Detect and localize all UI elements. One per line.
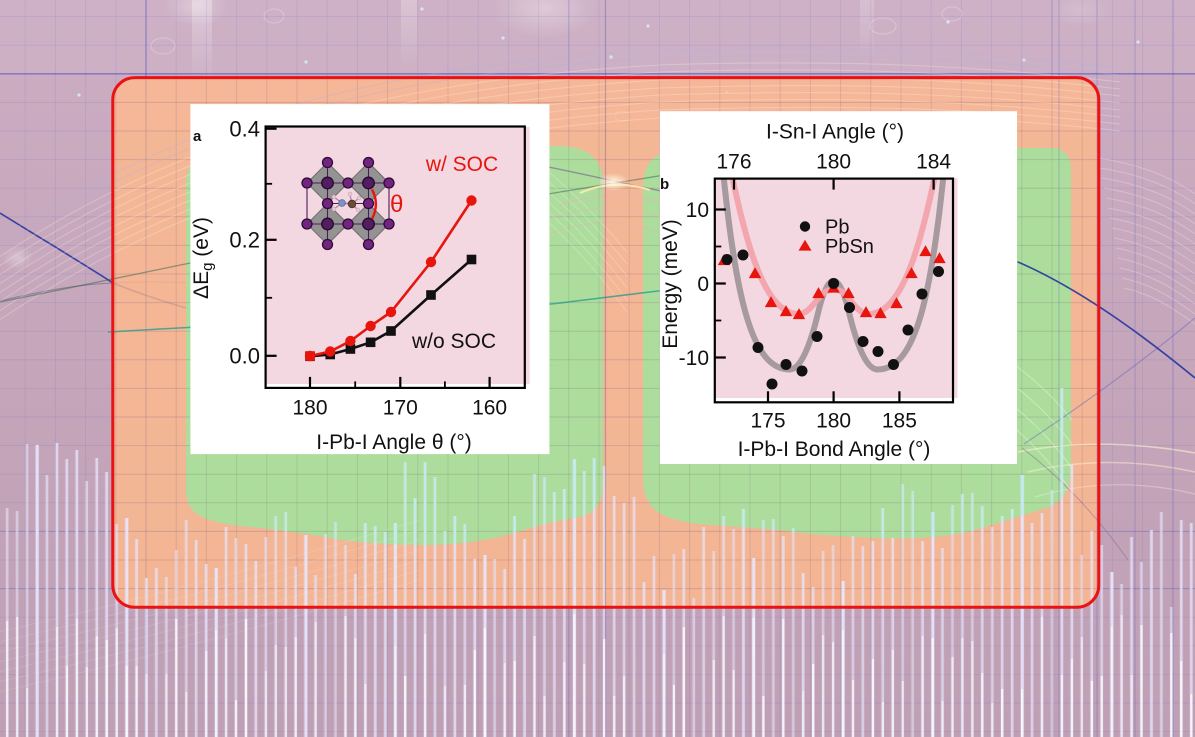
svg-text:176: 176 <box>716 151 751 174</box>
svg-text:184: 184 <box>916 151 951 174</box>
svg-text:I-Pb-I Bond Angle (°): I-Pb-I Bond Angle (°) <box>738 438 931 461</box>
svg-text:180: 180 <box>292 397 327 420</box>
svg-text:b: b <box>660 176 669 193</box>
svg-text:175: 175 <box>750 410 785 433</box>
svg-text:170: 170 <box>383 397 418 420</box>
svg-text:180: 180 <box>816 410 851 433</box>
svg-text:w/o SOC: w/o SOC <box>411 330 496 353</box>
svg-text:0.4: 0.4 <box>229 116 260 141</box>
svg-text:185: 185 <box>882 410 917 433</box>
svg-text:θ: θ <box>390 191 403 218</box>
svg-text:I-Sn-I Angle (°): I-Sn-I Angle (°) <box>766 121 904 144</box>
svg-text:160: 160 <box>472 397 507 420</box>
svg-text:PbSn: PbSn <box>825 236 874 258</box>
svg-text:a: a <box>193 128 202 145</box>
svg-text:180: 180 <box>816 151 851 174</box>
svg-text:0: 0 <box>697 273 709 296</box>
svg-text:0.2: 0.2 <box>229 228 260 253</box>
svg-text:ΔEg (eV): ΔEg (eV) <box>190 217 216 299</box>
svg-text:Energy (meV): Energy (meV) <box>659 219 682 349</box>
svg-text:I-Pb-I Angle θ (°): I-Pb-I Angle θ (°) <box>316 431 471 454</box>
svg-text:Pb: Pb <box>825 217 849 239</box>
svg-text:10: 10 <box>686 199 709 222</box>
svg-text:0.0: 0.0 <box>229 344 260 369</box>
svg-text:w/ SOC: w/ SOC <box>425 153 498 176</box>
svg-text:-10: -10 <box>679 347 709 370</box>
